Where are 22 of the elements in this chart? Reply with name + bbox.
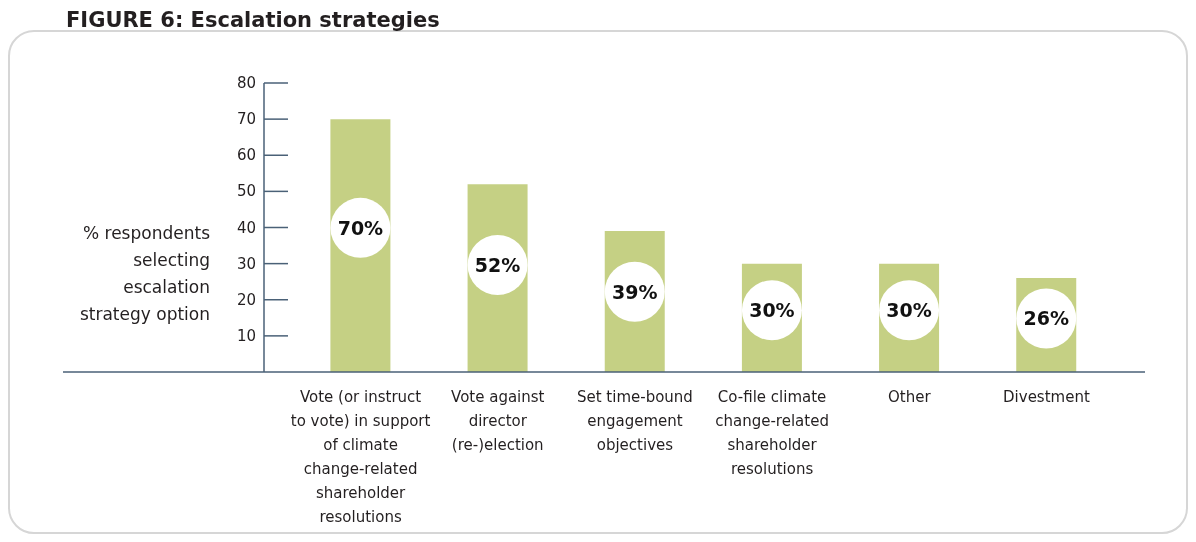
x-tick-label: Vote (or instruct to vote) in support of climate change-related shareholder resolutions: [290, 388, 431, 526]
y-axis-title: % respondents selecting escalation strategy option: [78, 222, 210, 326]
data-label: 70%: [337, 216, 384, 239]
y-tick-label: 10: [236, 326, 256, 345]
x-tick-label: Co-file climate change-related shareholder resolutions: [715, 388, 829, 478]
x-tick-label: Divestment: [1003, 388, 1090, 406]
y-tick-label: 40: [236, 218, 256, 237]
y-tick-label: 50: [236, 182, 256, 201]
chart-title: FIGURE 6: Escalation strategies: [66, 8, 440, 32]
data-label: 39%: [612, 280, 658, 303]
y-tick-label: 70: [236, 110, 256, 129]
data-label: 30%: [886, 299, 932, 322]
x-tick-label: Vote against director (re-)election: [451, 388, 545, 454]
y-tick-label: 30: [236, 254, 256, 273]
x-tick-label: Other: [887, 388, 932, 406]
y-tick-label: 20: [236, 290, 256, 309]
data-label: 30%: [749, 299, 795, 322]
data-label: 52%: [474, 253, 521, 276]
y-tick-label: 60: [236, 146, 256, 165]
y-tick-label: 80: [236, 74, 256, 92]
data-label: 26%: [1023, 307, 1069, 330]
x-tick-label: Set time-bound engagement objectives: [576, 388, 693, 454]
